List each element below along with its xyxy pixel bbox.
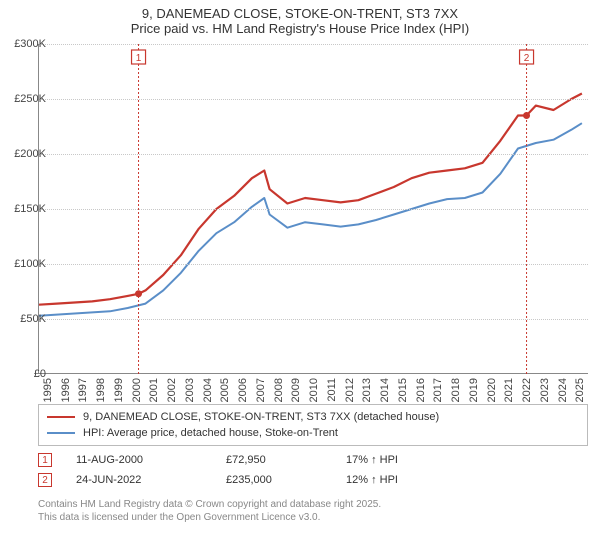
gridline-h: [39, 99, 588, 100]
x-tick-label: 2025: [574, 378, 586, 402]
sale-vs-hpi: 12% ↑ HPI: [346, 474, 466, 486]
x-tick-label: 2000: [131, 378, 143, 402]
x-tick-label: 2007: [255, 378, 267, 402]
gridline-h: [39, 209, 588, 210]
sale-badge: 2: [38, 473, 52, 487]
title-line-2: Price paid vs. HM Land Registry's House …: [0, 21, 600, 36]
title-line-1: 9, DANEMEAD CLOSE, STOKE-ON-TRENT, ST3 7…: [0, 6, 600, 21]
y-tick-label: £200K: [14, 148, 46, 160]
x-tick-label: 2021: [503, 378, 515, 402]
footer-line-2: This data is licensed under the Open Gov…: [38, 511, 588, 524]
chart-container: 9, DANEMEAD CLOSE, STOKE-ON-TRENT, ST3 7…: [0, 0, 600, 560]
legend-swatch: [47, 432, 75, 434]
footer-attribution: Contains HM Land Registry data © Crown c…: [38, 498, 588, 524]
gridline-h: [39, 264, 588, 265]
sale-date: 11-AUG-2000: [76, 454, 226, 466]
x-tick-label: 2012: [344, 378, 356, 402]
x-tick-label: 1998: [95, 378, 107, 402]
x-tick-label: 2016: [415, 378, 427, 402]
x-tick-label: 2023: [539, 378, 551, 402]
series-line-price_paid: [39, 94, 582, 305]
gridline-h: [39, 319, 588, 320]
x-tick-label: 1996: [60, 378, 72, 402]
y-tick-label: £250K: [14, 93, 46, 105]
sale-marker-number: 1: [136, 53, 142, 64]
series-line-hpi: [39, 123, 582, 316]
x-tick-label: 1999: [113, 378, 125, 402]
sale-marker-dot: [523, 112, 530, 119]
sale-vs-hpi: 17% ↑ HPI: [346, 454, 466, 466]
x-tick-label: 2001: [148, 378, 160, 402]
legend-label: 9, DANEMEAD CLOSE, STOKE-ON-TRENT, ST3 7…: [83, 411, 439, 423]
x-tick-label: 2002: [166, 378, 178, 402]
x-tick-label: 2010: [308, 378, 320, 402]
chart-plot-area: 12: [38, 44, 588, 374]
sales-row: 1 11-AUG-2000£72,95017% ↑ HPI: [38, 450, 588, 470]
x-tick-label: 2008: [273, 378, 285, 402]
gridline-h: [39, 154, 588, 155]
x-tick-label: 2009: [290, 378, 302, 402]
sale-marker-dot: [135, 290, 142, 297]
y-tick-label: £100K: [14, 258, 46, 270]
footer-line-1: Contains HM Land Registry data © Crown c…: [38, 498, 588, 511]
x-tick-label: 2015: [397, 378, 409, 402]
sale-price: £72,950: [226, 454, 346, 466]
legend-row: HPI: Average price, detached house, Stok…: [47, 425, 579, 441]
x-tick-label: 2020: [486, 378, 498, 402]
x-tick-label: 2004: [202, 378, 214, 402]
sales-table: 1 11-AUG-2000£72,95017% ↑ HPI 2 24-JUN-2022…: [38, 450, 588, 490]
sale-badge: 1: [38, 453, 52, 467]
gridline-h: [39, 44, 588, 45]
sale-marker-number: 2: [524, 53, 530, 64]
x-tick-label: 2005: [219, 378, 231, 402]
x-tick-label: 2014: [379, 378, 391, 402]
sales-row: 2 24-JUN-2022£235,00012% ↑ HPI: [38, 470, 588, 490]
legend-swatch: [47, 416, 75, 418]
x-tick-label: 1995: [42, 378, 54, 402]
legend-box: 9, DANEMEAD CLOSE, STOKE-ON-TRENT, ST3 7…: [38, 404, 588, 446]
x-tick-label: 2013: [361, 378, 373, 402]
x-tick-label: 2024: [557, 378, 569, 402]
legend-row: 9, DANEMEAD CLOSE, STOKE-ON-TRENT, ST3 7…: [47, 409, 579, 425]
sale-price: £235,000: [226, 474, 346, 486]
sale-date: 24-JUN-2022: [76, 474, 226, 486]
title-block: 9, DANEMEAD CLOSE, STOKE-ON-TRENT, ST3 7…: [0, 0, 600, 36]
x-tick-label: 2006: [237, 378, 249, 402]
x-tick-label: 2011: [326, 378, 338, 402]
x-tick-label: 2018: [450, 378, 462, 402]
x-tick-label: 1997: [77, 378, 89, 402]
y-tick-label: £50K: [20, 313, 46, 325]
y-tick-label: £150K: [14, 203, 46, 215]
legend-label: HPI: Average price, detached house, Stok…: [83, 427, 338, 439]
y-tick-label: £300K: [14, 38, 46, 50]
x-tick-label: 2019: [468, 378, 480, 402]
x-tick-label: 2003: [184, 378, 196, 402]
x-tick-label: 2017: [432, 378, 444, 402]
x-tick-label: 2022: [521, 378, 533, 402]
